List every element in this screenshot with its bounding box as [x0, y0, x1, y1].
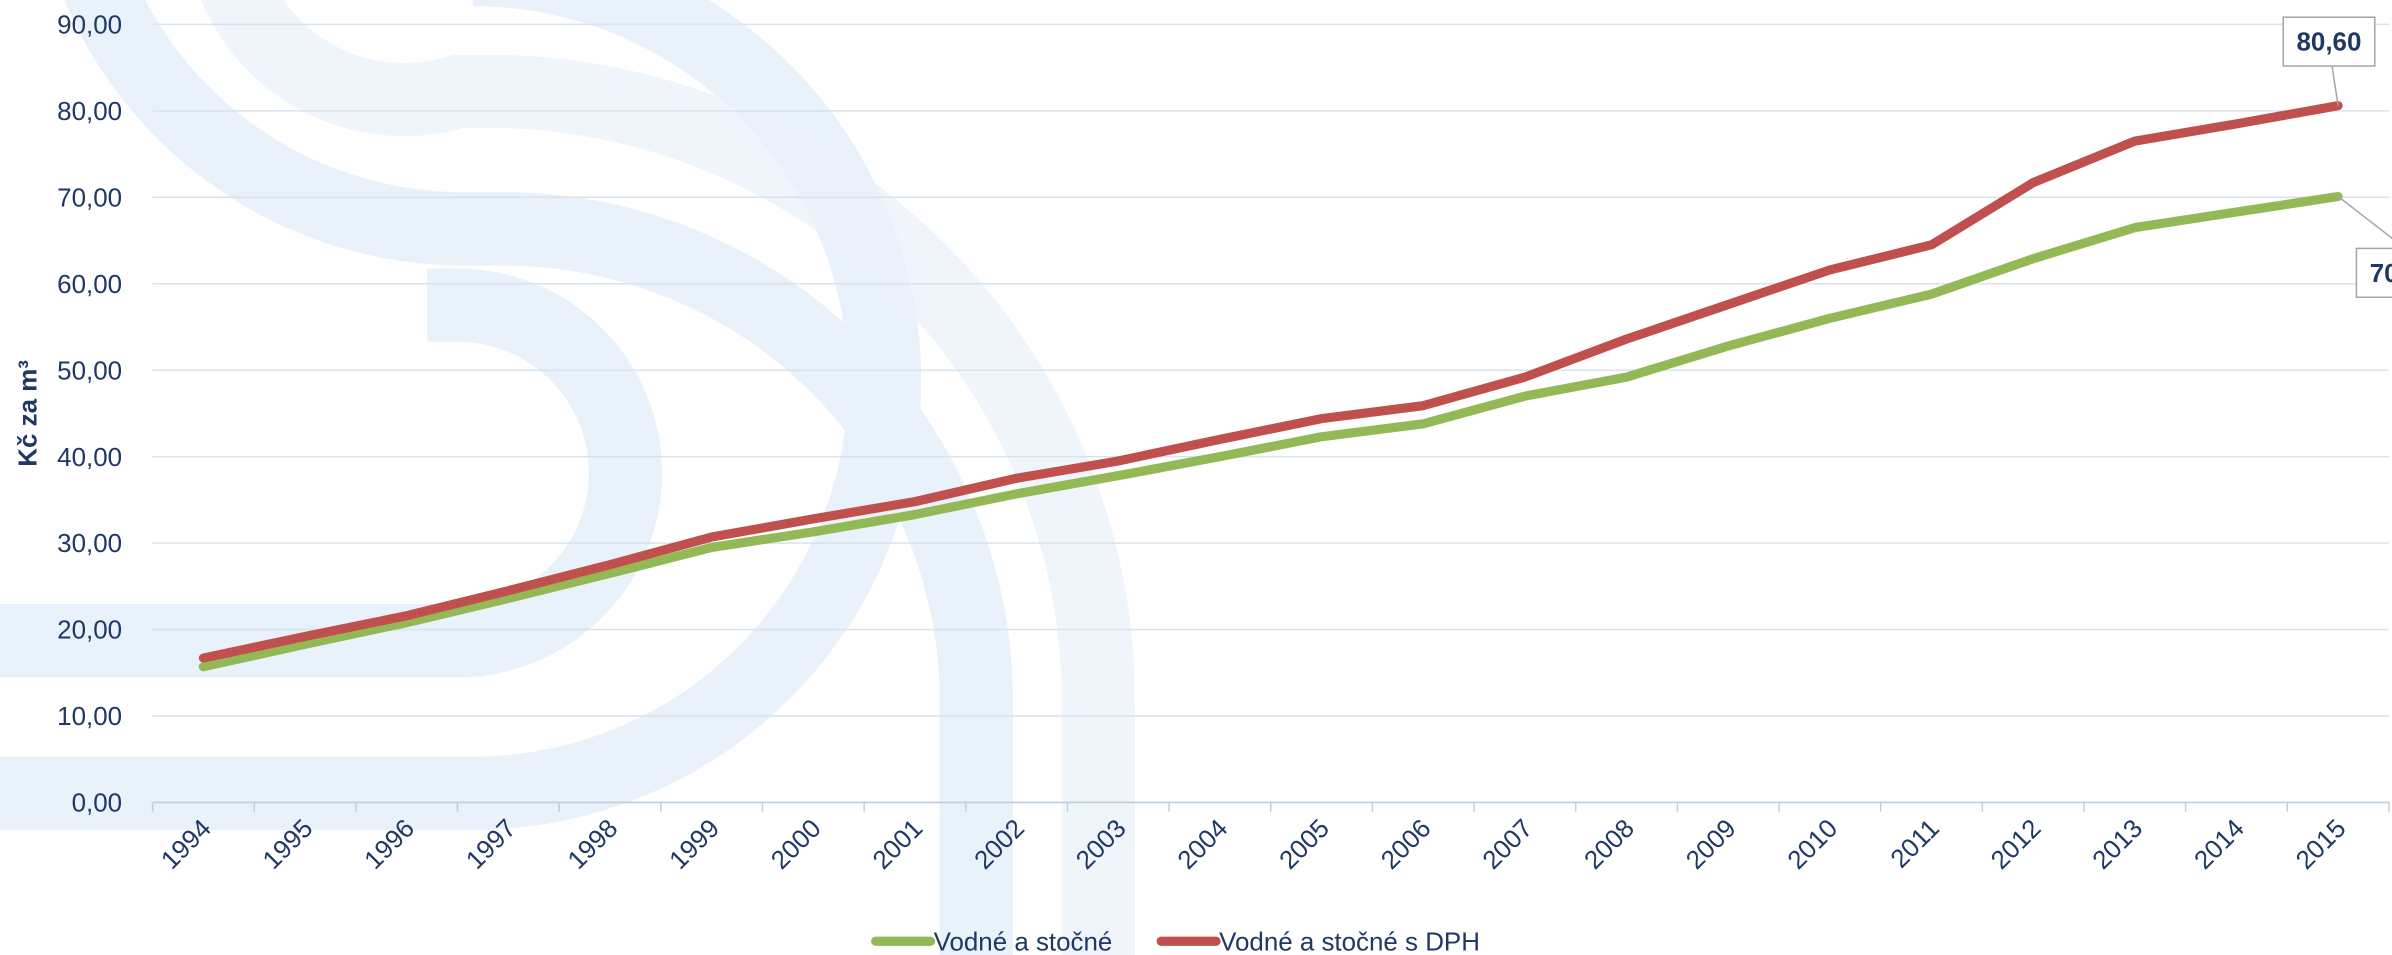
x-tick-label: 2013 — [2088, 814, 2149, 875]
y-tick-label: 90,00 — [57, 12, 122, 40]
background-decoration — [0, 0, 1135, 955]
y-tick-label: 50,00 — [57, 357, 122, 385]
x-tick-label: 2010 — [1783, 814, 1844, 875]
y-tick-label: 0,00 — [72, 790, 122, 818]
legend-label: Vodné a stočné s DPH — [1219, 928, 1480, 955]
data-label-leader — [2337, 195, 2392, 240]
x-tick-label: 1998 — [563, 814, 624, 875]
x-tick-label: 2001 — [868, 814, 929, 875]
data-label-box — [2355, 247, 2392, 298]
x-tick-label: 2000 — [766, 814, 827, 875]
x-tick-label: 2012 — [1986, 814, 2047, 875]
y-tick-label: 40,00 — [57, 444, 122, 472]
y-tick-label: 10,00 — [57, 703, 122, 731]
y-tick-label: 70,00 — [57, 184, 122, 212]
legend-label: Vodné a stočné — [934, 928, 1113, 955]
x-tick-label: 2007 — [1478, 814, 1539, 875]
x-tick-label: 2011 — [1886, 814, 1945, 873]
x-tick-label: 2004 — [1173, 814, 1234, 875]
x-tick-label: 2006 — [1376, 814, 1437, 875]
series-line — [198, 101, 2343, 663]
x-tick-label: 2014 — [2189, 814, 2250, 875]
series-line — [198, 191, 2343, 672]
data-label-leader — [2331, 65, 2339, 106]
x-tick-label: 1999 — [664, 814, 725, 875]
x-tick-label: 2015 — [2291, 814, 2352, 875]
data-label-box — [2282, 16, 2376, 67]
y-tick-label: 20,00 — [57, 617, 122, 645]
y-axis-title: Kč za m³ — [15, 360, 43, 467]
data-label: 80,60 — [2297, 29, 2362, 57]
y-tick-label: 80,00 — [57, 98, 122, 126]
x-tick-label: 2008 — [1579, 814, 1640, 875]
x-tick-label: 2005 — [1274, 814, 1335, 875]
y-tick-label: 60,00 — [57, 271, 122, 299]
y-tick-label: 30,00 — [57, 530, 122, 558]
x-tick-label: 2009 — [1681, 814, 1742, 875]
data-label: 70,09 — [2370, 260, 2392, 288]
